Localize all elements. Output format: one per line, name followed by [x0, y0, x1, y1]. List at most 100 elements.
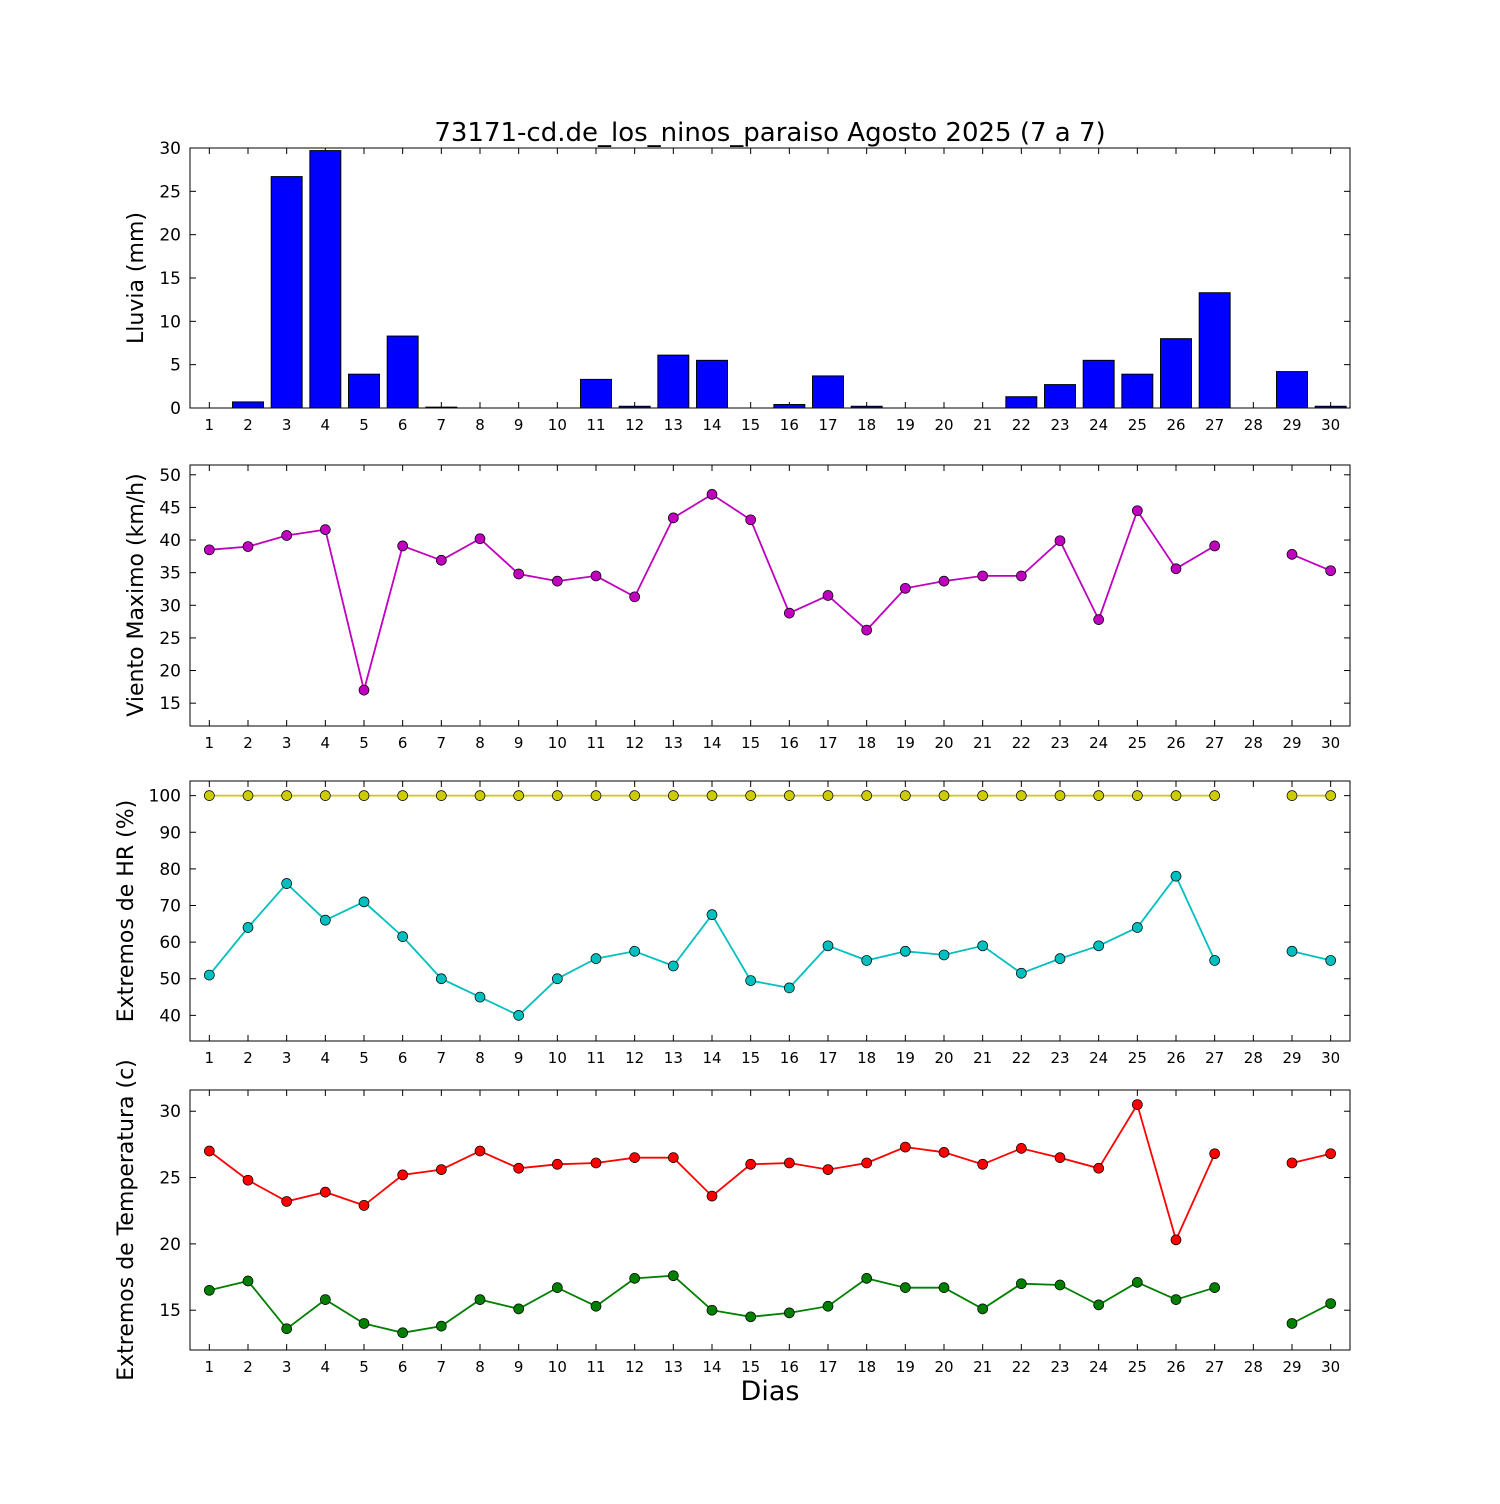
data-point-temperatura-minima [319, 1294, 331, 1305]
x-tick-label: 23 [1050, 416, 1069, 434]
x-tick-label: 1 [205, 734, 215, 752]
bar [657, 354, 690, 409]
y-axis-label-hr: Extremos de HR (%) [114, 800, 139, 1022]
x-tick-label: 14 [702, 734, 721, 752]
x-tick-label: 2 [243, 416, 253, 434]
data-point-temperatura-maxima [203, 1145, 215, 1157]
data-point-hr-minima [281, 878, 293, 889]
data-point-viento-maximo [667, 512, 679, 524]
data-point-hr-maxima [474, 790, 486, 801]
x-tick-label: 25 [1128, 734, 1147, 752]
y-tick-label: 50 [159, 466, 181, 486]
x-tick-label: 7 [437, 734, 447, 752]
x-tick-label: 26 [1166, 416, 1185, 434]
bar [580, 378, 612, 409]
x-tick-label: 29 [1282, 1049, 1301, 1067]
bar [773, 404, 806, 409]
x-tick-label: 20 [934, 1049, 953, 1067]
x-tick-label: 10 [548, 734, 567, 752]
data-point-hr-minima [1170, 870, 1182, 882]
data-point-temperatura-maxima [1093, 1162, 1105, 1174]
x-tick-label: 30 [1321, 416, 1340, 434]
bar [1276, 371, 1308, 409]
x-tick-label: 17 [818, 1358, 837, 1376]
y-tick-label: 20 [159, 226, 181, 246]
bar [696, 359, 728, 409]
x-tick-label: 9 [514, 734, 524, 752]
data-point-temperatura-minima [938, 1282, 950, 1294]
x-tick-label: 19 [896, 1049, 915, 1067]
y-axis-label-temperatura: Extremos de Temperatura (c) [114, 1059, 139, 1381]
x-tick-label: 9 [514, 1358, 524, 1376]
y-tick-label: 30 [159, 596, 181, 616]
x-tick-label: 10 [548, 1049, 567, 1067]
data-point-hr-minima [938, 949, 950, 961]
data-point-viento-maximo [977, 570, 989, 582]
x-tick-label: 22 [1012, 734, 1031, 752]
data-point-temperatura-maxima [590, 1157, 602, 1169]
data-point-temperatura-minima [629, 1273, 641, 1284]
x-tick-label: 17 [818, 734, 837, 752]
x-tick-label: 20 [934, 1358, 953, 1376]
y-tick-label: 20 [159, 662, 181, 682]
x-tick-label: 21 [973, 1358, 992, 1376]
data-point-viento-maximo [474, 533, 486, 545]
x-tick-label: 2 [243, 1358, 253, 1376]
x-tick-label: 27 [1205, 1358, 1224, 1376]
data-point-hr-minima [358, 896, 370, 908]
y-tick-label: 25 [159, 1169, 181, 1189]
x-tick-label: 15 [741, 1049, 760, 1067]
bar [270, 176, 303, 409]
y-tick-label: 0 [170, 399, 181, 419]
x-tick-label: 19 [896, 1358, 915, 1376]
y-tick-label: 50 [159, 970, 181, 990]
data-point-temperatura-minima [1325, 1298, 1337, 1309]
x-tick-label: 15 [741, 1358, 760, 1376]
y-tick-label: 25 [159, 182, 181, 202]
data-point-hr-minima [629, 945, 641, 957]
data-point-temperatura-maxima [745, 1158, 757, 1170]
data-point-hr-minima [1054, 953, 1066, 964]
x-axis-label: Dias [741, 1376, 800, 1407]
data-point-hr-minima [1325, 955, 1337, 966]
x-tick-label: 7 [437, 416, 447, 434]
y-tick-label: 60 [159, 933, 181, 953]
bar [812, 375, 844, 409]
x-tick-label: 13 [664, 734, 683, 752]
x-tick-label: 6 [398, 1049, 408, 1067]
x-tick-label: 24 [1089, 734, 1108, 752]
data-point-temperatura-minima [1209, 1282, 1221, 1294]
x-tick-label: 13 [664, 416, 683, 434]
x-tick-label: 30 [1321, 734, 1340, 752]
data-point-hr-maxima [822, 790, 834, 801]
x-tick-label: 11 [586, 734, 605, 752]
data-point-temperatura-minima [1054, 1279, 1066, 1291]
x-tick-label: 21 [973, 1049, 992, 1067]
data-point-temperatura-minima [513, 1303, 525, 1315]
data-point-temperatura-maxima [358, 1200, 370, 1211]
data-point-temperatura-minima [1286, 1318, 1298, 1329]
data-point-temperatura-minima [590, 1300, 602, 1312]
x-tick-label: 13 [664, 1358, 683, 1376]
x-tick-label: 3 [282, 1049, 292, 1067]
data-point-viento-maximo [1209, 540, 1221, 552]
x-tick-label: 8 [475, 1358, 485, 1376]
data-point-hr-minima [1131, 922, 1143, 933]
bar [850, 405, 883, 409]
data-point-hr-maxima [590, 790, 602, 801]
data-point-hr-maxima [629, 790, 641, 801]
data-point-temperatura-maxima [513, 1162, 525, 1174]
y-axis-label-viento: Viento Maximo (km/h) [124, 473, 149, 716]
x-tick-label: 2 [243, 1049, 253, 1067]
x-tick-label: 4 [321, 416, 331, 434]
x-tick-label: 30 [1321, 1358, 1340, 1376]
x-tick-label: 10 [548, 416, 567, 434]
data-point-hr-maxima [397, 790, 409, 801]
y-axis-label-lluvia: Lluvia (mm) [124, 212, 149, 344]
data-point-hr-maxima [1015, 790, 1027, 801]
x-tick-label: 18 [857, 1358, 876, 1376]
